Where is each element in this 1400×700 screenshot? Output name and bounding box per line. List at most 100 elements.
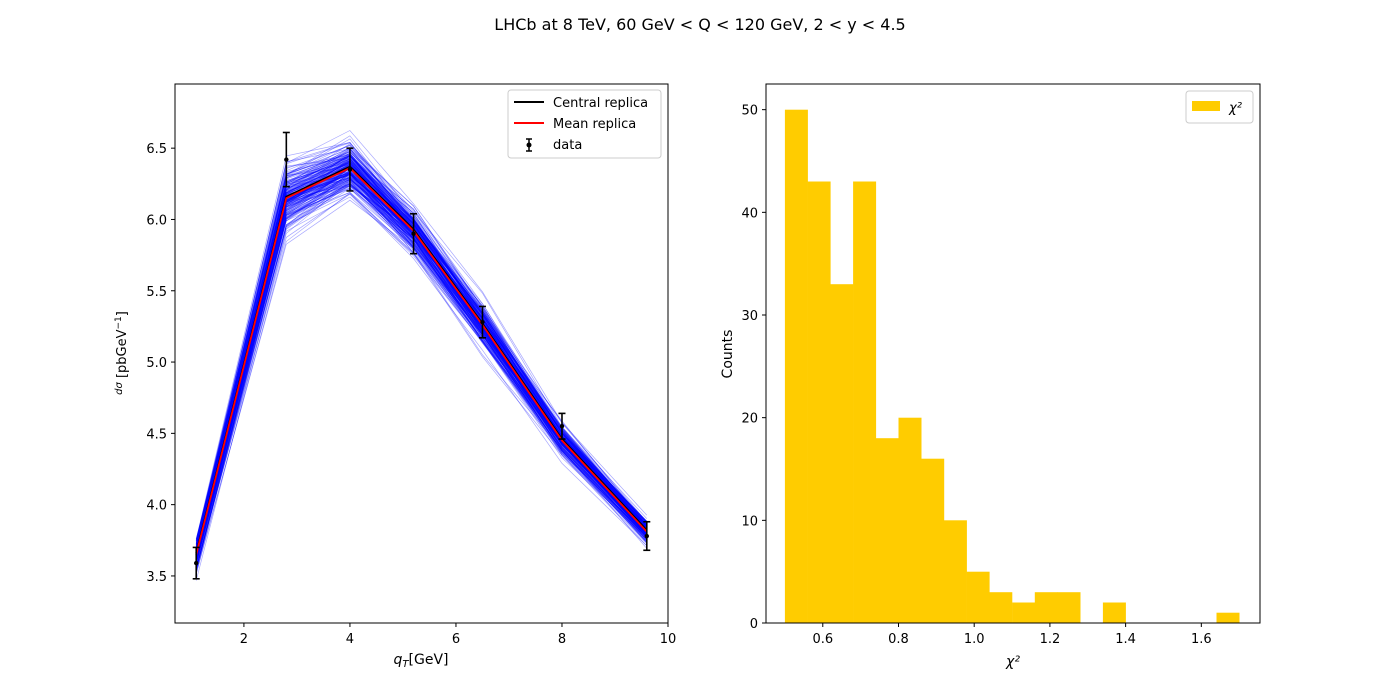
replica-line xyxy=(195,150,648,544)
replica-line xyxy=(195,138,648,548)
x-tick-label: 2 xyxy=(240,632,248,647)
legend-chi2-swatch xyxy=(1192,101,1220,111)
replica-line xyxy=(195,147,648,544)
x-tick-label: 0.6 xyxy=(812,632,833,647)
figure-title: LHCb at 8 TeV, 60 GeV < Q < 120 GeV, 2 <… xyxy=(494,15,905,34)
histogram-bar xyxy=(989,592,1013,623)
replica-line xyxy=(195,151,648,552)
x-tick-label: 8 xyxy=(558,632,566,647)
replica-line xyxy=(195,158,648,541)
replica-line xyxy=(195,148,648,548)
legend-mean-label: Mean replica xyxy=(553,117,636,132)
right-legend: χ² xyxy=(1185,90,1254,124)
chi2-histogram-panel: 0.6 0.8 1.0 1.2 1.4 1.6 0 10 20 30 40 50 χ² Counts… xyxy=(720,83,1261,670)
replica-line xyxy=(195,163,648,562)
histogram-bar xyxy=(921,458,945,623)
legend-chi2-label: χ² xyxy=(1228,101,1242,116)
replica-line xyxy=(195,155,648,551)
x-tick-label: 0.8 xyxy=(888,632,909,647)
replica-line xyxy=(195,151,648,546)
histogram-bar xyxy=(1034,592,1058,623)
left-y-axis-label: dσ [pbGeV−1] xyxy=(111,311,130,395)
y-tick-label: 5.0 xyxy=(146,356,167,371)
histogram-bar xyxy=(943,520,967,623)
replica-line xyxy=(195,144,648,545)
replica-line xyxy=(195,160,648,549)
replica-line xyxy=(195,155,648,562)
replica-line xyxy=(195,157,648,553)
data-point xyxy=(282,131,290,188)
x-tick-label: 4 xyxy=(346,632,354,647)
y-tick-label: 10 xyxy=(741,514,758,529)
replica-lines xyxy=(195,130,648,581)
histogram-bar xyxy=(830,284,854,623)
replica-line xyxy=(195,153,648,540)
histogram-bar xyxy=(898,417,922,623)
replica-line xyxy=(195,192,648,575)
right-y-ticks: 0 10 20 30 40 50 xyxy=(741,104,766,632)
replica-line xyxy=(195,144,648,545)
y-tick-label: 40 xyxy=(741,206,758,221)
replica-line xyxy=(195,159,648,554)
replica-line xyxy=(195,155,648,554)
histogram-bar xyxy=(966,571,990,623)
replica-line xyxy=(195,152,648,548)
svg-text:dσ [pbGeV−1]: dσ [pbGeV−1] xyxy=(111,311,130,395)
replica-line xyxy=(195,160,648,548)
y-tick-label: 6.0 xyxy=(146,213,167,228)
x-tick-label: 1.0 xyxy=(964,632,985,647)
replica-line xyxy=(195,163,648,560)
histogram-bar xyxy=(1102,602,1126,623)
replica-line xyxy=(195,152,648,550)
data-point xyxy=(192,546,200,580)
replica-line xyxy=(195,157,648,553)
replica-line xyxy=(195,154,648,555)
left-legend: Central replica Mean replica data xyxy=(507,89,662,159)
replica-line xyxy=(195,155,648,549)
right-axes-frame xyxy=(765,83,1261,624)
y-tick-label: 50 xyxy=(741,104,758,119)
cross-section-panel: 2 4 6 8 10 3.5 4.0 4.5 5.0 5.5 6.0 6.5 qT[GeV] dσ … xyxy=(111,83,676,670)
replica-line xyxy=(195,156,648,547)
data-point xyxy=(643,520,651,552)
histogram-bar xyxy=(1216,612,1240,623)
y-tick-label: 20 xyxy=(741,412,758,427)
replica-line xyxy=(195,142,648,543)
data-point xyxy=(478,305,486,339)
legend-central-label: Central replica xyxy=(553,96,648,111)
right-x-ticks: 0.6 0.8 1.0 1.2 1.4 1.6 xyxy=(812,623,1212,647)
histogram-bar xyxy=(853,181,877,623)
left-x-ticks: 2 4 6 8 10 xyxy=(240,623,676,647)
x-tick-label: 6 xyxy=(452,632,460,647)
replica-line xyxy=(195,154,648,545)
replica-line xyxy=(195,155,648,556)
left-y-ticks: 3.5 4.0 4.5 5.0 5.5 6.0 6.5 xyxy=(146,142,175,585)
y-tick-label: 30 xyxy=(741,309,758,324)
histogram-bar xyxy=(1057,592,1081,623)
replica-line xyxy=(195,145,648,547)
histogram-bars xyxy=(784,109,1240,623)
y-tick-label: 4.5 xyxy=(146,427,167,442)
y-tick-label: 3.5 xyxy=(146,570,167,585)
data-points xyxy=(192,131,651,580)
replica-line xyxy=(195,164,648,555)
data-point xyxy=(410,212,418,255)
replica-line xyxy=(195,153,648,542)
replica-line xyxy=(195,148,648,545)
x-tick-label: 1.4 xyxy=(1115,632,1136,647)
replica-line xyxy=(195,151,648,548)
replica-line xyxy=(195,157,648,544)
replica-line xyxy=(195,148,648,551)
legend-data-swatch xyxy=(526,138,532,152)
legend-data-label: data xyxy=(553,138,582,153)
replica-line xyxy=(195,154,648,545)
right-y-axis-label: Counts xyxy=(720,330,736,379)
replica-line xyxy=(195,193,648,569)
y-tick-label: 5.5 xyxy=(146,285,167,300)
right-x-axis-label: χ² xyxy=(1005,654,1020,670)
histogram-bar xyxy=(784,109,808,623)
replica-line xyxy=(195,154,648,557)
replica-line xyxy=(195,158,648,547)
replica-line xyxy=(195,164,648,555)
left-x-axis-label: qT[GeV] xyxy=(394,652,449,670)
